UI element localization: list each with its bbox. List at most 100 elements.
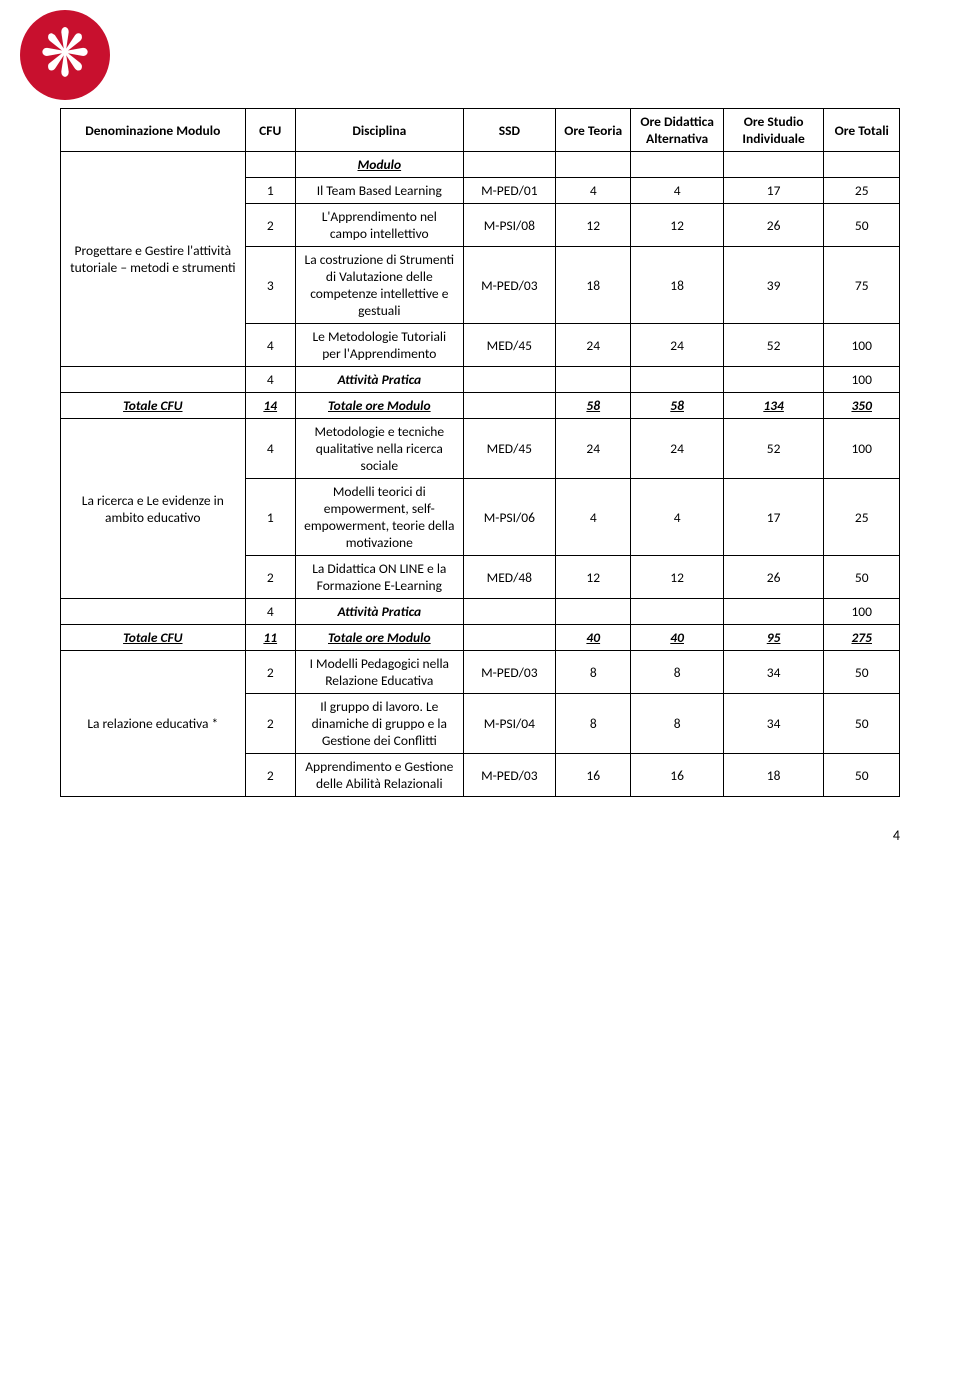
cell: 25 <box>824 178 900 204</box>
logo-badge: ❋ <box>20 10 110 100</box>
cell: 95 <box>723 625 824 651</box>
totale-ore-label: Totale ore Modulo <box>295 625 463 651</box>
cell: 58 <box>631 393 723 419</box>
cell-disc: Modelli teorici di empowerment, self-emp… <box>295 479 463 556</box>
cell-ssd: M-PSI/08 <box>463 204 555 247</box>
cell-cfu: 2 <box>245 556 295 599</box>
h-cfu: CFU <box>245 109 295 152</box>
modulo-row: Progettare e Gestire l'attività tutorial… <box>61 152 900 178</box>
cell: 75 <box>824 247 900 324</box>
cell-ssd: MED/45 <box>463 419 555 479</box>
cell: 4 <box>631 178 723 204</box>
totale-cfu-val: 11 <box>245 625 295 651</box>
cell <box>555 599 631 625</box>
cell: 17 <box>723 479 824 556</box>
h-ore-teoria: Ore Teoria <box>555 109 631 152</box>
cell-cfu: 1 <box>245 479 295 556</box>
cell-disc: Metodologie e tecniche qualitative nella… <box>295 419 463 479</box>
cell <box>555 367 631 393</box>
totale-ore-label: Totale ore Modulo <box>295 393 463 419</box>
cell: 50 <box>824 556 900 599</box>
cell: 50 <box>824 694 900 754</box>
cell-ssd: M-PED/03 <box>463 247 555 324</box>
cell: 18 <box>631 247 723 324</box>
cell: 100 <box>824 324 900 367</box>
cell-ssd: M-PSI/04 <box>463 694 555 754</box>
cell <box>555 152 631 178</box>
cell-ssd: MED/48 <box>463 556 555 599</box>
cell-cfu: 2 <box>245 204 295 247</box>
cell: 40 <box>631 625 723 651</box>
cell-disc: La costruzione di Strumenti di Valutazio… <box>295 247 463 324</box>
cell-disc: L'Apprendimento nel campo intellettivo <box>295 204 463 247</box>
cell <box>463 367 555 393</box>
cell: 40 <box>555 625 631 651</box>
cell: 24 <box>555 324 631 367</box>
cell: 350 <box>824 393 900 419</box>
cell: 17 <box>723 178 824 204</box>
cell-cfu: 4 <box>245 324 295 367</box>
cell <box>824 152 900 178</box>
cell-cfu: 4 <box>245 419 295 479</box>
h-disc: Disciplina <box>295 109 463 152</box>
header-row: Denominazione Modulo CFU Disciplina SSD … <box>61 109 900 152</box>
section3-title: La relazione educativa * <box>61 651 246 797</box>
h-denom: Denominazione Modulo <box>61 109 246 152</box>
cell: 12 <box>555 204 631 247</box>
cell: 8 <box>555 651 631 694</box>
attivita-row: 4 Attività Pratica 100 <box>61 367 900 393</box>
logo-glyph: ❋ <box>40 22 90 88</box>
cell-cfu: 2 <box>245 694 295 754</box>
cell: 50 <box>824 651 900 694</box>
cell: 4 <box>555 479 631 556</box>
cell-cfu: 4 <box>245 599 295 625</box>
cell <box>723 152 824 178</box>
cell-cfu: 4 <box>245 367 295 393</box>
cell-ssd: M-PED/01 <box>463 178 555 204</box>
cell: 4 <box>555 178 631 204</box>
cell: 26 <box>723 556 824 599</box>
cell-ssd: M-PSI/06 <box>463 479 555 556</box>
page-number: 4 <box>60 827 900 844</box>
cell-ssd: MED/45 <box>463 324 555 367</box>
cell: 50 <box>824 204 900 247</box>
table-row: La ricerca e Le evidenze in ambito educa… <box>61 419 900 479</box>
cell <box>723 599 824 625</box>
cell: 100 <box>824 419 900 479</box>
cell: 16 <box>631 754 723 797</box>
cell: 18 <box>555 247 631 324</box>
cell-ssd: M-PED/03 <box>463 651 555 694</box>
totals-row: Totale CFU 14 Totale ore Modulo 58 58 13… <box>61 393 900 419</box>
cell: 26 <box>723 204 824 247</box>
cell <box>61 367 246 393</box>
cell: 8 <box>631 651 723 694</box>
table-row: La relazione educativa * 2 I Modelli Ped… <box>61 651 900 694</box>
cell: 50 <box>824 754 900 797</box>
cell <box>723 367 824 393</box>
cell <box>631 367 723 393</box>
cell: 24 <box>555 419 631 479</box>
cell: 24 <box>631 324 723 367</box>
cell: 18 <box>723 754 824 797</box>
cell: 52 <box>723 419 824 479</box>
cell-ssd: M-PED/03 <box>463 754 555 797</box>
cell: 8 <box>555 694 631 754</box>
cell <box>463 393 555 419</box>
cell: 8 <box>631 694 723 754</box>
cell: 25 <box>824 479 900 556</box>
h-ore-did: Ore Didattica Alternativa <box>631 109 723 152</box>
attivita-label: Attività Pratica <box>295 367 463 393</box>
cell <box>631 152 723 178</box>
cell: 24 <box>631 419 723 479</box>
attivita-row: 4 Attività Pratica 100 <box>61 599 900 625</box>
cell: 16 <box>555 754 631 797</box>
cell: 275 <box>824 625 900 651</box>
totals-row: Totale CFU 11 Totale ore Modulo 40 40 95… <box>61 625 900 651</box>
h-ore-tot: Ore Totali <box>824 109 900 152</box>
totale-cfu-label: Totale CFU <box>61 625 246 651</box>
cell-disc: La Didattica ON LINE e la Formazione E-L… <box>295 556 463 599</box>
cell-disc: Apprendimento e Gestione delle Abilità R… <box>295 754 463 797</box>
cell-cfu: 1 <box>245 178 295 204</box>
cell <box>631 599 723 625</box>
cell: 34 <box>723 651 824 694</box>
